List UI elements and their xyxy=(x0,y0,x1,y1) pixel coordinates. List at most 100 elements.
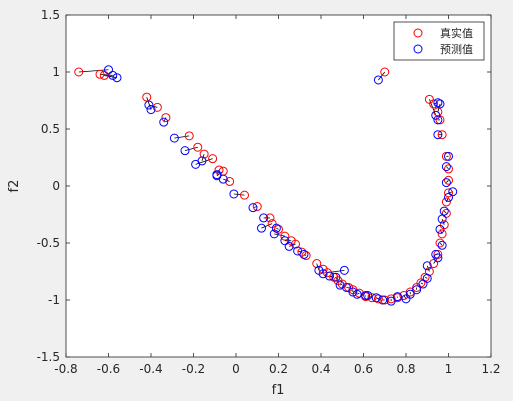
error-connector xyxy=(146,96,152,110)
y-tick-label: 1 xyxy=(52,65,60,79)
true-point xyxy=(386,294,396,304)
error-connector xyxy=(426,265,430,272)
pred-point xyxy=(435,99,445,109)
true-point xyxy=(199,149,209,159)
x-tick-label: 1 xyxy=(445,362,453,376)
true-point xyxy=(441,197,451,207)
pred-point xyxy=(331,272,341,282)
pred-point xyxy=(248,203,258,213)
true-point xyxy=(74,67,84,77)
error-connector xyxy=(420,282,424,285)
pred-point xyxy=(112,73,122,83)
true-point xyxy=(441,151,451,161)
pred-point xyxy=(441,162,451,172)
true-point xyxy=(265,213,275,223)
x-axis-ticks: -0.8 -0.6 -0.4 -0.2 0 0.2 0.4 0.6 0.8 1 1.2 xyxy=(54,15,501,376)
error-connector xyxy=(104,75,118,79)
x-tick-label: 0 xyxy=(232,362,240,376)
x-tick-label: 0.4 xyxy=(311,362,330,376)
series-pred-markers xyxy=(104,65,458,306)
pred-point xyxy=(433,98,443,108)
pred-point xyxy=(431,110,441,120)
error-connector xyxy=(184,146,198,152)
legend-box xyxy=(393,21,485,61)
pred-point xyxy=(412,285,422,295)
pred-point xyxy=(441,178,451,188)
pred-point xyxy=(180,146,190,156)
pred-point xyxy=(352,289,362,299)
pred-point xyxy=(373,75,383,85)
x-tick-label: -0.8 xyxy=(54,362,77,376)
pred-point xyxy=(363,290,373,300)
true-point xyxy=(152,102,162,112)
true-point xyxy=(184,131,194,141)
error-connector xyxy=(261,223,273,229)
x-tick-label: 0.2 xyxy=(269,362,288,376)
pred-point xyxy=(371,293,381,303)
true-point xyxy=(214,165,224,175)
true-point xyxy=(95,69,105,79)
error-connector xyxy=(99,73,113,76)
pred-point xyxy=(108,70,118,80)
true-point xyxy=(225,176,235,186)
error-connector xyxy=(288,243,296,247)
pred-point xyxy=(405,289,415,299)
pred-point xyxy=(259,213,269,223)
error-connector xyxy=(376,297,379,300)
pred-point xyxy=(284,241,294,251)
pred-point xyxy=(229,189,239,199)
pred-point xyxy=(386,296,396,306)
pred-point xyxy=(144,100,154,110)
y-tick-label: 0.5 xyxy=(41,122,60,136)
pred-point xyxy=(439,206,449,216)
pred-point xyxy=(339,265,349,275)
y-tick-label: -1 xyxy=(48,293,60,307)
true-point xyxy=(444,164,453,174)
error-connector xyxy=(174,135,190,139)
pred-point xyxy=(342,282,351,292)
pred-point xyxy=(361,290,371,300)
pred-point xyxy=(299,249,309,259)
x-tick-label: 0.8 xyxy=(396,362,415,376)
pred-point xyxy=(433,115,443,125)
error-connector xyxy=(378,71,386,81)
error-connector xyxy=(274,233,285,237)
y-tick-label: -0.5 xyxy=(37,236,60,250)
error-connector xyxy=(276,227,279,230)
pred-point xyxy=(271,223,281,233)
pred-point xyxy=(335,280,345,290)
x-tick-label: -0.2 xyxy=(182,362,205,376)
error-connector xyxy=(443,210,447,214)
pred-point xyxy=(257,223,266,233)
true-point xyxy=(435,238,445,248)
pred-point xyxy=(169,133,179,143)
y-axis-ticks: -1.5 -1 -0.5 0 0.5 1 1.5 xyxy=(37,8,491,364)
true-point xyxy=(193,142,203,152)
error-connector xyxy=(446,166,449,170)
true-point xyxy=(416,278,426,288)
true-point xyxy=(312,259,322,269)
true-point xyxy=(424,94,434,104)
pred-point xyxy=(422,273,432,283)
true-point xyxy=(420,272,430,282)
error-connector xyxy=(446,180,449,183)
pred-point xyxy=(418,279,428,289)
x-axis-label: f1 xyxy=(272,383,285,398)
true-point xyxy=(208,154,218,164)
x-tick-label: 0.6 xyxy=(354,362,373,376)
true-point xyxy=(405,287,415,297)
error-connector xyxy=(233,193,245,196)
pred-point xyxy=(378,295,388,305)
pred-point xyxy=(393,292,402,302)
pred-point xyxy=(269,229,279,239)
error-connector xyxy=(403,295,407,300)
error-connector xyxy=(339,283,343,286)
legend-label-pred: 预测值 xyxy=(440,43,473,56)
legend-marker-pred xyxy=(413,44,423,54)
pred-point xyxy=(448,187,458,197)
true-point xyxy=(441,208,451,218)
y-axis-label: f2 xyxy=(7,180,22,193)
true-point xyxy=(373,294,383,304)
x-tick-label: 1.2 xyxy=(481,362,500,376)
